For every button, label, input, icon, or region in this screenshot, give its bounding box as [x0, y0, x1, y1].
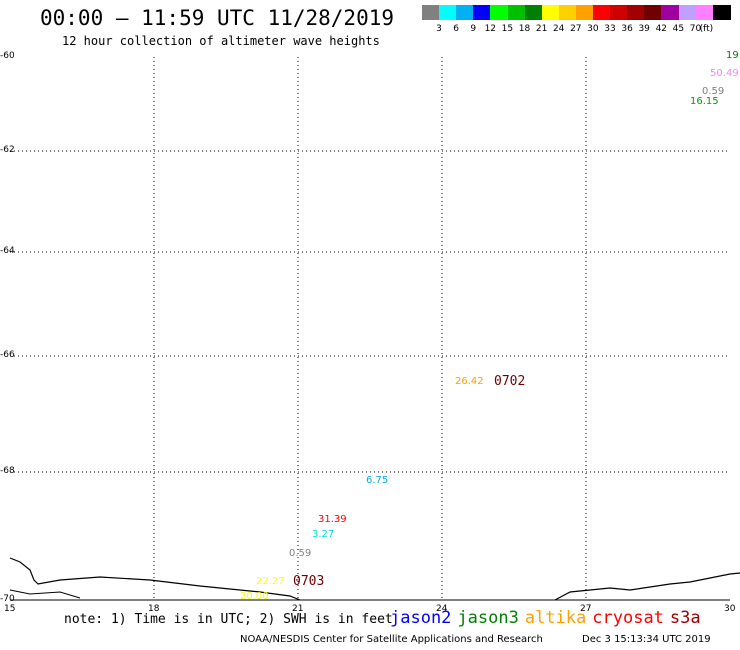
wave-height-value: 0.59	[702, 86, 725, 97]
color-scale-label: 45	[672, 24, 685, 34]
longitude-label: 27	[580, 604, 592, 614]
wave-height-value: 16.15	[690, 96, 719, 107]
credit-line: NOAA/NESDIS Center for Satellite Applica…	[240, 634, 543, 645]
color-swatch	[558, 5, 577, 20]
generated-timestamp: Dec 3 15:13:34 UTC 2019	[582, 634, 711, 645]
color-swatch	[678, 5, 697, 20]
satellite-legend-entry: jason2	[390, 608, 452, 628]
map-frame	[10, 57, 730, 600]
color-scale-label: 6	[453, 24, 459, 34]
wave-height-value: 22.27	[256, 576, 285, 587]
color-scale-label: 36	[621, 24, 633, 34]
wave-height-value: 19.	[726, 50, 740, 61]
antarctic-coastline	[9, 557, 301, 601]
longitude-label: 15	[4, 604, 16, 614]
color-scale-label: 30	[587, 24, 599, 34]
color-scale-label: 27	[570, 24, 582, 34]
color-scale-label: 42	[655, 24, 668, 34]
wave-height-value: 31.39	[318, 514, 347, 525]
wave-height-value: 0.59	[289, 548, 312, 559]
antarctic-coastline-inner	[9, 589, 81, 599]
footer-note: note: 1) Time is in UTC; 2) SWH is in fe…	[64, 612, 393, 627]
wave-height-value: 26.42	[455, 376, 484, 387]
color-swatch	[507, 5, 526, 20]
color-swatch	[575, 5, 594, 20]
satellite-legend-entry: cryosat	[592, 608, 664, 628]
wave-height-value: 50.49	[710, 68, 739, 79]
color-scale-label: 3	[436, 24, 442, 34]
color-scale-label: 12	[484, 24, 497, 34]
color-swatch	[473, 5, 492, 20]
color-swatch	[490, 5, 509, 20]
satellite-legend-entry: s3a	[669, 608, 701, 628]
longitude-label: 24	[436, 604, 448, 614]
color-swatch	[541, 5, 560, 20]
latitude-label: -68	[0, 466, 15, 476]
longitude-label: 21	[292, 604, 304, 614]
color-scale-label: 9	[470, 24, 477, 34]
latitude-label: -66	[0, 350, 15, 360]
pass-time-label: 0703	[293, 574, 325, 589]
pass-time-label: 0702	[494, 374, 526, 389]
latitude-label: -70	[0, 594, 15, 604]
longitude-label: 30	[724, 604, 736, 614]
satellite-legend-entry: jason3	[457, 608, 519, 628]
color-scale-label: 24	[552, 24, 565, 34]
latitude-label: -60	[0, 51, 15, 61]
color-scale-label: 33	[604, 24, 616, 34]
color-swatch	[439, 5, 458, 20]
latitude-label: -64	[0, 246, 15, 256]
color-swatch	[593, 5, 611, 20]
satellite-legend: jason2 jason3 altika cryosat s3a	[390, 608, 707, 628]
color-swatch	[456, 5, 475, 20]
color-swatch	[627, 5, 646, 20]
color-swatch	[524, 5, 543, 20]
antarctic-coastline-east	[554, 572, 740, 601]
satellite-legend-entry: altika	[524, 608, 587, 628]
color-swatch	[661, 5, 680, 20]
page-title: 00:00 – 11:59 UTC 11/28/2019	[40, 6, 395, 30]
color-swatch	[712, 5, 731, 20]
color-scale-label: 21	[535, 24, 548, 34]
color-scale-unit: (ft)	[699, 24, 714, 34]
map-grid	[10, 57, 730, 601]
color-swatch	[610, 5, 629, 20]
color-scale-label: 39	[638, 24, 650, 34]
color-swatch	[695, 5, 714, 20]
page-subtitle: 12 hour collection of altimeter wave hei…	[62, 34, 380, 48]
color-scale-label: 70	[689, 24, 702, 34]
color-scale-label: 15	[501, 24, 514, 34]
wave-height-value: 6.75	[366, 475, 389, 486]
wave-height-value: 3.27	[312, 529, 335, 540]
wave-height-value: 20.00	[240, 591, 269, 602]
longitude-label: 18	[148, 604, 160, 614]
color-swatch	[644, 5, 663, 20]
color-swatch	[422, 5, 440, 20]
latitude-label: -62	[0, 145, 15, 155]
color-scale-label: 18	[518, 24, 531, 34]
